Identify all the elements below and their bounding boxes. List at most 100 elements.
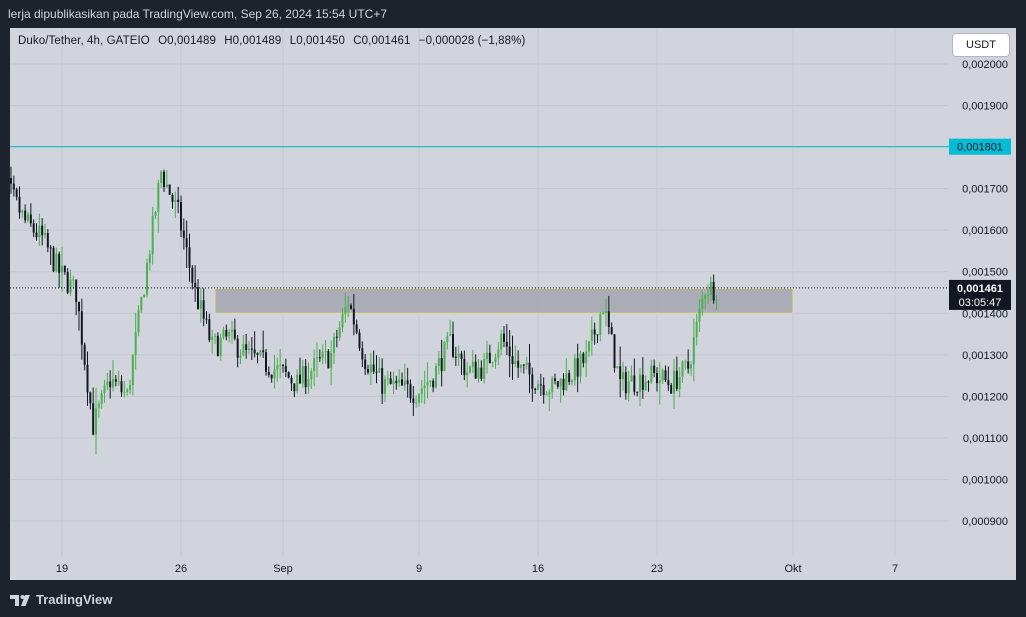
candle-body xyxy=(117,381,120,383)
candle-body xyxy=(596,334,599,336)
candle-body xyxy=(182,230,185,239)
candle-body xyxy=(140,297,143,311)
candle-body xyxy=(35,232,38,238)
candle-body xyxy=(571,380,573,382)
candle-body xyxy=(463,358,466,376)
candle-body xyxy=(216,335,219,357)
candle-body xyxy=(341,313,344,328)
chart-area[interactable]: 0,002000 0,001900 0,001700 0,001600 0,001500… xyxy=(10,28,1016,580)
candle-body xyxy=(44,233,46,236)
candle-body xyxy=(423,385,426,389)
candle-body xyxy=(653,365,656,374)
x-tick-label: 19 xyxy=(56,563,68,575)
candle-body xyxy=(188,247,191,268)
candle-body xyxy=(437,358,440,366)
candle-body xyxy=(284,365,287,372)
candle-body xyxy=(491,362,494,364)
candle-body xyxy=(548,392,551,395)
y-tick-label: 0,001200 xyxy=(962,391,1008,403)
candle-body xyxy=(63,265,66,273)
candle-body xyxy=(287,371,290,378)
candle-body xyxy=(137,310,140,333)
candle-body xyxy=(134,332,137,355)
candle-body xyxy=(494,357,497,363)
candle-body xyxy=(177,199,180,203)
candle-body xyxy=(562,378,565,391)
y-tick-label: 0,001000 xyxy=(962,474,1008,486)
candle-body xyxy=(95,408,97,435)
candle-body xyxy=(69,279,72,293)
candle-body xyxy=(420,388,423,394)
x-tick-label: 26 xyxy=(175,563,187,575)
price-chart[interactable]: 0,002000 0,001900 0,001700 0,001600 0,001500… xyxy=(10,28,1016,580)
y-tick-label: 0,001100 xyxy=(963,433,1008,445)
candle-body xyxy=(650,365,653,383)
resistance-label: 0,001801 xyxy=(957,142,1003,154)
candle-body xyxy=(211,336,214,341)
candle-body xyxy=(525,362,528,365)
candle-body xyxy=(126,390,129,393)
candle-body xyxy=(701,298,704,309)
candle-body xyxy=(418,393,420,403)
candle-body xyxy=(667,380,670,386)
candle-body xyxy=(624,372,627,394)
candle-body xyxy=(171,194,174,202)
candle-body xyxy=(358,332,361,349)
candle-body xyxy=(131,354,134,386)
candle-body xyxy=(267,372,270,375)
candle-body xyxy=(406,380,409,385)
candle-body xyxy=(236,338,239,358)
candle-body xyxy=(338,327,341,338)
candle-body xyxy=(29,214,32,224)
candle-body xyxy=(477,367,480,379)
candle-body xyxy=(256,353,259,355)
candle-body xyxy=(576,358,579,377)
candle-body xyxy=(72,279,75,281)
candle-body xyxy=(707,294,709,296)
candle-body xyxy=(369,364,372,373)
candle-body xyxy=(568,373,571,382)
candle-body xyxy=(469,366,471,373)
candle-body xyxy=(347,305,350,307)
candle-body xyxy=(678,376,681,390)
candle-body xyxy=(15,189,18,197)
candle-body xyxy=(670,385,673,394)
y-tick-label: 0,002000 xyxy=(962,59,1008,71)
candle-body xyxy=(378,368,381,373)
candle-body xyxy=(49,247,52,249)
candle-body xyxy=(307,379,310,388)
candle-body xyxy=(443,342,446,372)
candle-body xyxy=(644,381,647,390)
candle-body xyxy=(500,333,503,350)
candle-body xyxy=(32,223,35,233)
candle-body xyxy=(658,380,661,384)
candle-body xyxy=(582,353,585,364)
candle-body xyxy=(318,357,321,359)
candle-body xyxy=(344,306,347,314)
candle-body xyxy=(89,392,92,404)
candle-body xyxy=(412,398,415,403)
candle-body xyxy=(148,254,151,263)
candle-body xyxy=(675,370,678,390)
tradingview-logo[interactable]: TradingView xyxy=(10,592,112,607)
candle-body xyxy=(426,382,429,386)
candle-body xyxy=(531,374,534,389)
candle-body xyxy=(613,334,616,369)
currency-button[interactable]: USDT xyxy=(952,33,1010,57)
y-tick-label: 0,001900 xyxy=(962,101,1008,113)
candle-body xyxy=(409,384,412,399)
candle-body xyxy=(185,238,188,248)
x-tick-label: 9 xyxy=(416,563,422,575)
candle-body xyxy=(58,253,61,273)
candle-body xyxy=(656,373,658,384)
candle-body xyxy=(262,350,265,353)
candle-body xyxy=(384,379,386,394)
candle-body xyxy=(520,364,522,368)
candle-body xyxy=(474,361,477,379)
candle-body xyxy=(180,202,182,231)
candle-body xyxy=(233,329,236,339)
candle-body xyxy=(12,183,15,190)
y-tick-label: 0,001700 xyxy=(962,184,1008,196)
candle-body xyxy=(446,335,449,343)
candle-body xyxy=(219,337,222,357)
